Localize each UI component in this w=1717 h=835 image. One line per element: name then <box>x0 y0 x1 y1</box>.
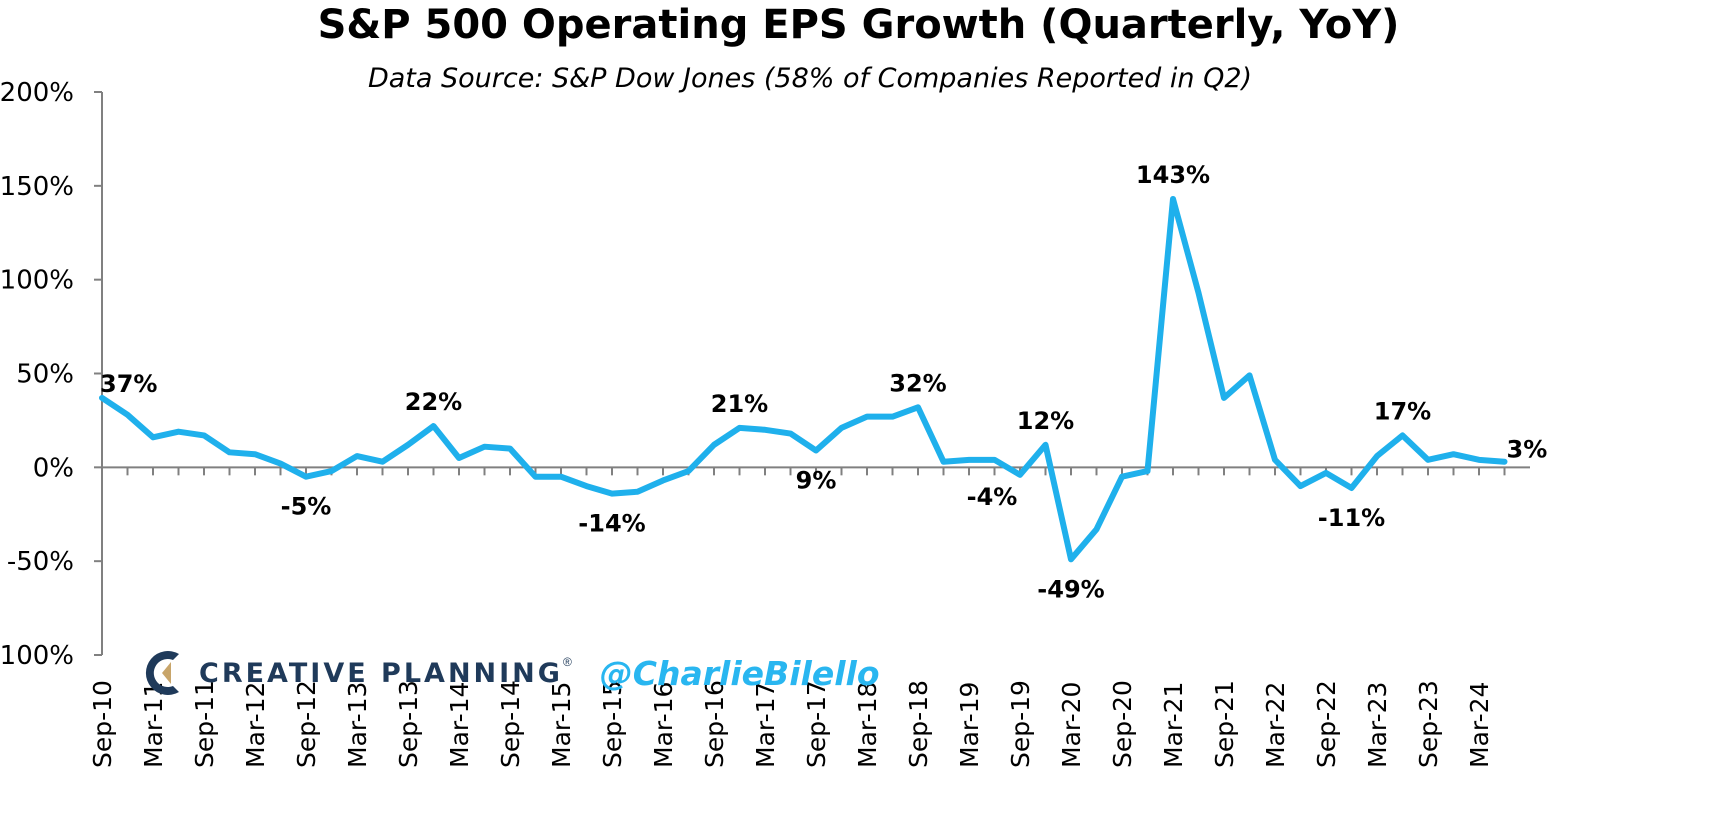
chart-title: S&P 500 Operating EPS Growth (Quarterly,… <box>317 2 1400 48</box>
x-tick-label: Sep-13 <box>394 680 423 768</box>
x-tick-label: Sep-16 <box>700 680 729 768</box>
x-tick-label: Mar-16 <box>649 682 678 768</box>
x-tick-label: Sep-10 <box>88 680 117 768</box>
x-tick-label: Sep-15 <box>598 680 627 768</box>
x-tick-label: Mar-23 <box>1363 682 1392 768</box>
data-label: 12% <box>1017 407 1074 435</box>
y-tick-label: 0% <box>33 453 74 483</box>
brand-watermark: CREATIVE PLANNING ® @CharlieBilello <box>145 645 880 701</box>
x-tick-label: Mar-17 <box>751 682 780 768</box>
registered-mark: ® <box>562 655 572 669</box>
x-tick-label: Sep-20 <box>1108 680 1137 768</box>
x-tick-label: Sep-11 <box>190 680 219 768</box>
data-label: -4% <box>967 483 1018 511</box>
brand-logo-text: CREATIVE PLANNING <box>199 657 563 689</box>
data-label: 3% <box>1507 436 1548 464</box>
x-tick-label: Mar-13 <box>343 682 372 768</box>
x-tick-label: Sep-18 <box>904 680 933 768</box>
y-tick-label: -50% <box>7 547 74 577</box>
data-label: -49% <box>1037 575 1104 603</box>
x-tick-label: Sep-14 <box>496 680 525 768</box>
x-tick-label: Sep-12 <box>292 680 321 768</box>
data-labels: 37% -5% 22% -14% 21% 9% 32% -4% 12% -49% 143% -11% 1… <box>100 161 1547 603</box>
creative-planning-c-icon <box>145 651 179 695</box>
x-tick-label: Mar-22 <box>1261 682 1290 768</box>
x-tick-label: Mar-15 <box>547 682 576 768</box>
x-tick-label: Mar-14 <box>445 682 474 768</box>
x-tick-label: Mar-18 <box>853 682 882 768</box>
data-label: 32% <box>889 369 946 397</box>
data-label: 143% <box>1136 161 1210 189</box>
x-tick-label: Mar-20 <box>1057 682 1086 768</box>
data-label: 22% <box>405 388 462 416</box>
data-label: 37% <box>100 370 157 398</box>
data-label: -14% <box>578 510 645 538</box>
series-line <box>99 195 1508 563</box>
twitter-handle: @CharlieBilello <box>599 653 880 693</box>
x-tick-label: Mar-19 <box>955 682 984 768</box>
x-tick-label: Sep-23 <box>1414 680 1443 768</box>
y-tick-label: 50% <box>16 360 74 390</box>
data-label: 9% <box>796 466 837 494</box>
data-label: 21% <box>711 390 768 418</box>
y-tick-label: 100% <box>0 266 74 296</box>
x-tick-label: Mar-24 <box>1465 682 1494 768</box>
y-tick-label: -100% <box>0 641 74 671</box>
axes: 200% 150% 100% 50% 0% -50% -100% Sep-10 Mar-11 Se… <box>0 78 1530 768</box>
x-tick-label: Mar-11 <box>139 682 168 768</box>
chart-subtitle: Data Source: S&P Dow Jones (58% of Compa… <box>367 63 1253 94</box>
x-tick-label: Sep-17 <box>802 680 831 768</box>
y-tick-label: 200% <box>0 78 74 108</box>
x-tick-label: Sep-19 <box>1006 680 1035 768</box>
y-tick-label: 150% <box>0 172 74 202</box>
x-tick-label: Sep-22 <box>1312 680 1341 768</box>
x-tick-label: Mar-21 <box>1159 682 1188 768</box>
x-tick-label: Sep-21 <box>1210 680 1239 768</box>
data-label: 17% <box>1374 397 1431 425</box>
x-tick-label: Mar-12 <box>241 682 270 768</box>
series <box>99 195 1508 563</box>
data-label: -11% <box>1318 504 1385 532</box>
data-label: -5% <box>281 493 332 521</box>
